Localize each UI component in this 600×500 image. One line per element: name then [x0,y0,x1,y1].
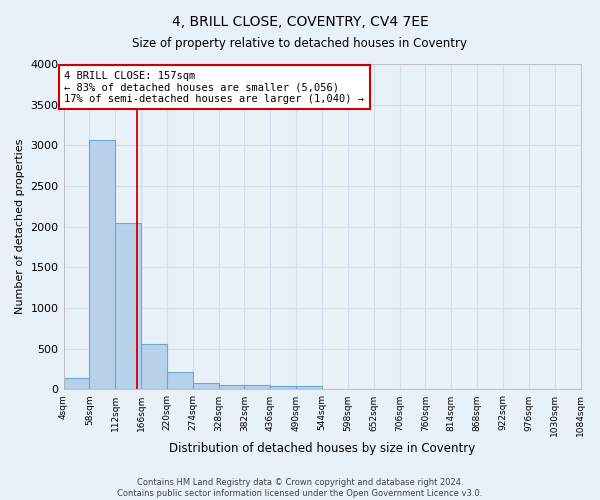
Y-axis label: Number of detached properties: Number of detached properties [15,139,25,314]
Bar [167,372,193,390]
Bar [89,140,115,390]
Bar [115,222,141,390]
Bar [64,378,89,390]
Bar [296,386,322,390]
Text: 4, BRILL CLOSE, COVENTRY, CV4 7EE: 4, BRILL CLOSE, COVENTRY, CV4 7EE [172,15,428,29]
Bar [271,386,296,390]
Text: Contains HM Land Registry data © Crown copyright and database right 2024.
Contai: Contains HM Land Registry data © Crown c… [118,478,482,498]
Text: Size of property relative to detached houses in Coventry: Size of property relative to detached ho… [133,38,467,51]
Bar [193,384,218,390]
Bar [244,386,271,390]
Bar [218,385,244,390]
X-axis label: Distribution of detached houses by size in Coventry: Distribution of detached houses by size … [169,442,475,455]
Bar [141,344,167,390]
Text: 4 BRILL CLOSE: 157sqm
← 83% of detached houses are smaller (5,056)
17% of semi-d: 4 BRILL CLOSE: 157sqm ← 83% of detached … [64,70,364,104]
